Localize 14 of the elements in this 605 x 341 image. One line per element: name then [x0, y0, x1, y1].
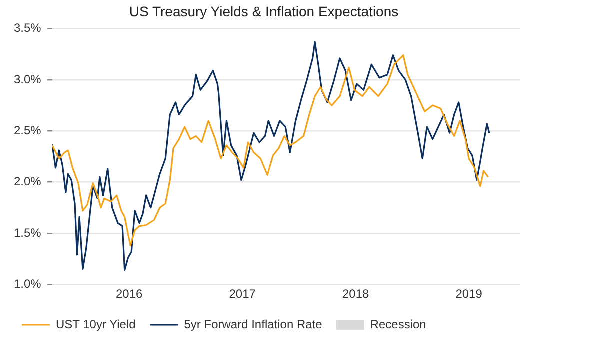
x-tick-label: 2017 — [229, 287, 256, 302]
y-tick-label: 2.0% — [14, 174, 42, 189]
x-tick-label: 2016 — [116, 287, 144, 302]
y-tick-label: 3.5% — [14, 21, 42, 36]
legend-label: Recession — [370, 317, 426, 332]
y-tick-label: 3.0% — [14, 72, 42, 86]
legend-label: UST 10yr Yield — [56, 317, 136, 332]
x-tick-label: 2019 — [456, 287, 483, 302]
legend-label: 5yr Forward Inflation Rate — [184, 317, 323, 332]
y-tick-label: 1.5% — [14, 226, 42, 240]
y-tick-label: 2.5% — [14, 123, 42, 138]
x-tick-label: 2018 — [342, 287, 370, 302]
chart-title: US Treasury Yields & Inflation Expectations — [129, 3, 399, 20]
y-tick-label: 1.0% — [14, 276, 42, 291]
